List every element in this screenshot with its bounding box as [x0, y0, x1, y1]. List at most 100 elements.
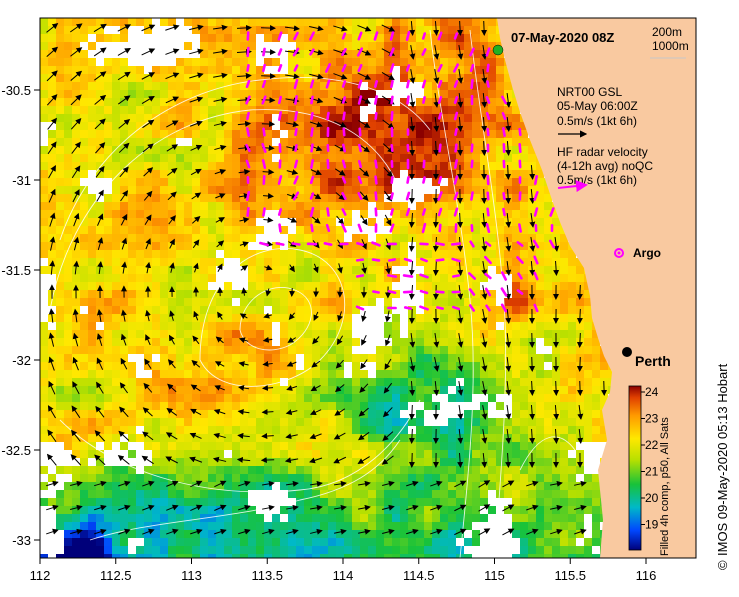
hf-arrow — [456, 145, 457, 152]
hf-arrow — [455, 97, 457, 102]
hf-arrow — [279, 209, 281, 214]
hf-arrow — [248, 65, 249, 70]
hf-arrow — [360, 129, 361, 135]
argo-float-center — [618, 252, 621, 255]
hf-arrow — [404, 275, 412, 276]
hf-arrow — [452, 244, 460, 245]
hf-arrow — [439, 209, 441, 215]
hf-arrow — [487, 113, 489, 118]
gsl-arrow — [580, 333, 581, 347]
hf-arrow — [311, 97, 312, 103]
hf-arrow — [312, 113, 313, 118]
hf-arrow — [439, 177, 441, 182]
hf-arrow — [325, 243, 331, 244]
hf-legend-title: HF radar velocity — [557, 145, 648, 159]
hf-arrow — [263, 160, 265, 167]
hf-arrow — [471, 65, 473, 70]
hf-arrow — [343, 145, 344, 151]
hf-arrow — [391, 81, 392, 87]
hf-arrow — [423, 34, 425, 39]
x-tick-label: 116 — [636, 568, 657, 583]
colorbar-tick-label: 24 — [645, 385, 659, 399]
hf-arrow — [247, 113, 248, 119]
gsl-arrow — [436, 261, 437, 275]
hf-arrow — [487, 81, 488, 86]
hf-arrow — [373, 260, 379, 261]
hf-arrow — [343, 97, 344, 102]
hf-arrow — [279, 176, 281, 183]
hf-arrow — [343, 81, 345, 86]
hf-arrow — [295, 161, 297, 167]
hf-arrow — [311, 128, 312, 135]
hf-arrow — [455, 129, 456, 134]
gsl-legend-time: 05-May 06:00Z — [557, 99, 638, 113]
gsl-arrow — [532, 357, 533, 371]
colorbar-title: Filled 4h comp, p50, All Sats — [659, 417, 671, 556]
gsl-arrow — [580, 381, 581, 395]
hf-arrow — [520, 129, 521, 135]
argo-label: Argo — [633, 246, 661, 260]
hf-arrow — [504, 193, 505, 198]
copyright-symbol: © — [715, 560, 730, 570]
colorbar-tick-label: 19 — [645, 518, 659, 532]
hf-arrow — [503, 209, 504, 215]
hf-arrow — [392, 177, 393, 182]
hf-arrow — [389, 259, 394, 260]
hf-arrow — [391, 209, 392, 214]
hf-arrow — [407, 193, 409, 199]
hf-arrow — [279, 112, 280, 119]
hf-arrow — [376, 193, 377, 200]
gsl-arrow — [262, 124, 274, 125]
hf-arrow — [311, 208, 313, 216]
hf-arrow — [263, 81, 265, 87]
hf-arrow — [295, 129, 296, 135]
hf-arrow — [264, 129, 265, 135]
gsl-legend-scale: 0.5m/s (1kt 6h) — [557, 114, 637, 128]
hf-arrow — [488, 209, 489, 215]
hf-arrow — [520, 144, 521, 151]
hf-legend-avg: (4-12h avg) noQC — [557, 159, 653, 173]
hf-arrow — [408, 97, 409, 104]
hf-arrow — [423, 178, 424, 183]
gsl-arrow — [580, 285, 581, 299]
hf-arrow — [263, 49, 264, 55]
hf-arrow — [263, 65, 264, 71]
hf-arrow — [280, 225, 281, 232]
hf-arrow — [296, 145, 297, 150]
y-tick-label: -31 — [12, 173, 31, 188]
hf-arrow — [373, 292, 378, 293]
gsl-arrow — [261, 76, 275, 77]
hf-arrow — [423, 81, 425, 87]
hf-arrow — [407, 81, 408, 87]
hf-arrow — [488, 129, 489, 135]
colorbar-tick-label: 23 — [645, 412, 659, 426]
hf-arrow — [453, 307, 458, 309]
hf-arrow — [389, 291, 395, 292]
hf-arrow — [423, 209, 425, 214]
hf-arrow — [248, 48, 249, 56]
hf-arrow — [440, 225, 441, 231]
hf-arrow — [455, 160, 456, 167]
hf-arrow — [279, 97, 281, 103]
gsl-arrow — [484, 21, 485, 35]
x-tick-label: 114 — [333, 568, 354, 583]
hf-arrow — [535, 209, 537, 216]
hf-arrow — [343, 34, 345, 39]
hf-arrow — [455, 113, 457, 119]
hf-arrow — [453, 275, 458, 276]
colorbar-tick-label: 21 — [645, 465, 659, 479]
hf-arrow — [503, 128, 504, 135]
hf-arrow — [436, 243, 443, 244]
hf-arrow — [405, 259, 411, 261]
x-tick-label: 115 — [484, 568, 505, 583]
hf-arrow — [295, 112, 296, 119]
y-tick-label: -30.5 — [1, 83, 31, 98]
hf-arrow — [439, 114, 440, 119]
hf-arrow — [519, 225, 520, 232]
hf-arrow — [472, 161, 473, 167]
colorbar-tick-label: 22 — [645, 438, 659, 452]
hf-arrow — [375, 81, 376, 86]
hf-arrow — [455, 34, 457, 39]
